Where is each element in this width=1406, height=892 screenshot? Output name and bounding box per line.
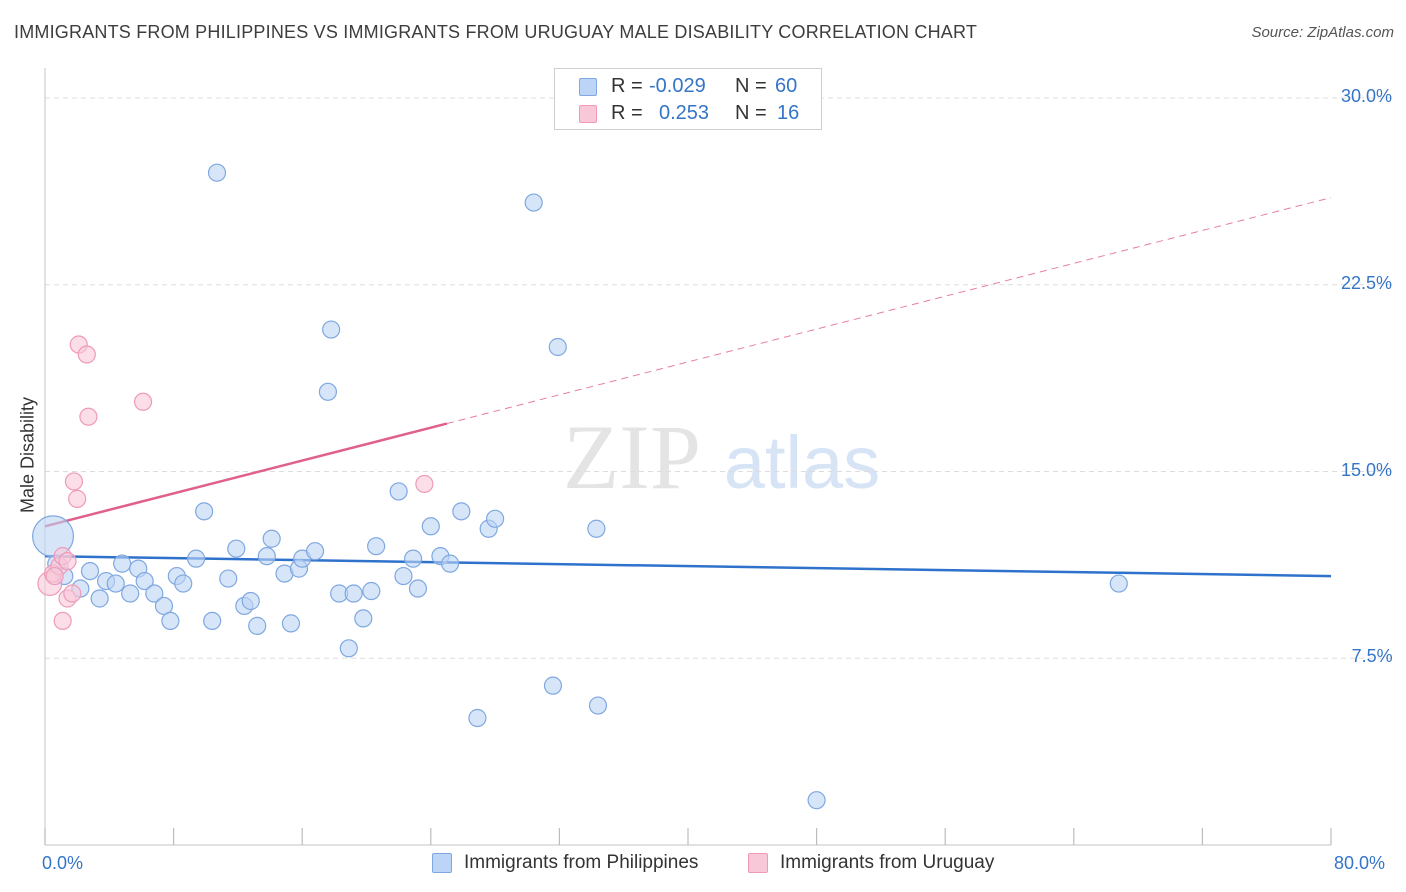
point-uruguay	[133, 392, 153, 411]
point-philippines	[154, 596, 174, 616]
point-philippines	[318, 382, 338, 401]
legend-n-label: N =	[735, 75, 767, 97]
point-philippines	[421, 517, 440, 536]
point-philippines	[588, 696, 608, 715]
legend-r-value: -0.029	[649, 75, 706, 97]
legend-swatch-blue	[432, 853, 452, 873]
point-philippines	[305, 542, 325, 561]
point-philippines	[80, 561, 100, 581]
y-tick-label: 22.5%	[1341, 272, 1393, 293]
point-uruguay	[77, 345, 96, 364]
point-philippines	[339, 639, 358, 658]
point-philippines	[207, 163, 227, 182]
point-philippines	[248, 616, 267, 635]
legend-n-value: 60	[775, 75, 798, 97]
legend-swatch-pink	[748, 853, 768, 873]
point-uruguay	[58, 552, 77, 571]
point-philippines	[354, 609, 373, 628]
y-tick-label: 15.0%	[1341, 459, 1393, 480]
watermark-atlas: atlas	[724, 421, 880, 504]
point-philippines	[548, 337, 567, 357]
point-philippines	[389, 482, 408, 501]
point-philippines	[362, 581, 381, 601]
point-philippines	[187, 549, 206, 568]
point-philippines	[486, 509, 505, 528]
point-philippines	[135, 571, 154, 591]
data-points	[32, 163, 1128, 810]
axes	[44, 68, 1332, 846]
x-tick-max: 80.0%	[1334, 853, 1386, 873]
point-uruguay	[63, 584, 82, 603]
point-philippines	[106, 574, 125, 593]
point-philippines	[322, 320, 341, 339]
point-philippines	[524, 193, 543, 212]
point-philippines	[257, 547, 276, 566]
trend-line-0	[44, 554, 1332, 578]
point-philippines	[281, 614, 301, 633]
point-philippines	[394, 566, 413, 586]
point-philippines	[543, 676, 563, 695]
legend-swatch-blue	[579, 78, 597, 96]
legend-r-label: R =	[611, 102, 643, 124]
point-uruguay	[415, 474, 434, 494]
point-philippines	[174, 574, 193, 593]
point-philippines	[121, 584, 140, 603]
point-uruguay	[53, 611, 72, 631]
point-philippines	[344, 584, 363, 603]
point-uruguay	[64, 472, 84, 491]
point-philippines	[161, 611, 180, 631]
series-label: Immigrants from Uruguay	[780, 852, 995, 873]
legend-r-value: 0.253	[659, 102, 710, 124]
point-philippines	[468, 708, 487, 728]
point-philippines	[408, 579, 428, 598]
point-philippines	[90, 589, 109, 608]
point-uruguay	[68, 489, 87, 508]
point-philippines	[145, 584, 164, 603]
trend-lines	[44, 197, 1332, 578]
point-philippines	[807, 791, 826, 810]
y-axis-label: Male Disability	[17, 396, 38, 514]
x-tick-min: 0.0%	[42, 853, 84, 873]
point-philippines	[203, 611, 222, 631]
legend-n-value: 16	[777, 102, 800, 124]
point-philippines	[241, 591, 260, 611]
point-philippines	[113, 554, 132, 573]
y-tick-label: 7.5%	[1351, 646, 1393, 667]
chart-title: IMMIGRANTS FROM PHILIPPINES VS IMMIGRANT…	[14, 22, 978, 42]
point-philippines	[440, 554, 460, 573]
point-philippines	[219, 569, 238, 588]
point-philippines	[367, 537, 386, 556]
point-philippines	[452, 502, 471, 521]
legend-r-label: R =	[611, 75, 643, 97]
point-philippines	[1109, 574, 1128, 593]
trend-line-dashed-1	[446, 197, 1332, 425]
point-philippines	[587, 519, 606, 538]
trend-line-solid-1	[44, 422, 448, 528]
point-philippines	[227, 539, 246, 558]
y-tick-label: 30.0%	[1341, 86, 1393, 106]
legend-n-label: N =	[735, 102, 767, 124]
source-credit: Source: ZipAtlas.com	[1251, 24, 1394, 41]
point-uruguay	[45, 566, 64, 586]
point-philippines	[404, 549, 423, 568]
series-label: Immigrants from Philippines	[464, 852, 699, 873]
point-philippines	[262, 529, 281, 548]
correlation-legend: R = -0.029 N = 60 R = 0.253 N = 16	[554, 68, 822, 130]
point-uruguay	[79, 407, 98, 426]
watermark-zip: ZIP	[563, 406, 701, 508]
point-philippines	[195, 502, 214, 521]
legend-swatch-pink	[579, 105, 597, 123]
